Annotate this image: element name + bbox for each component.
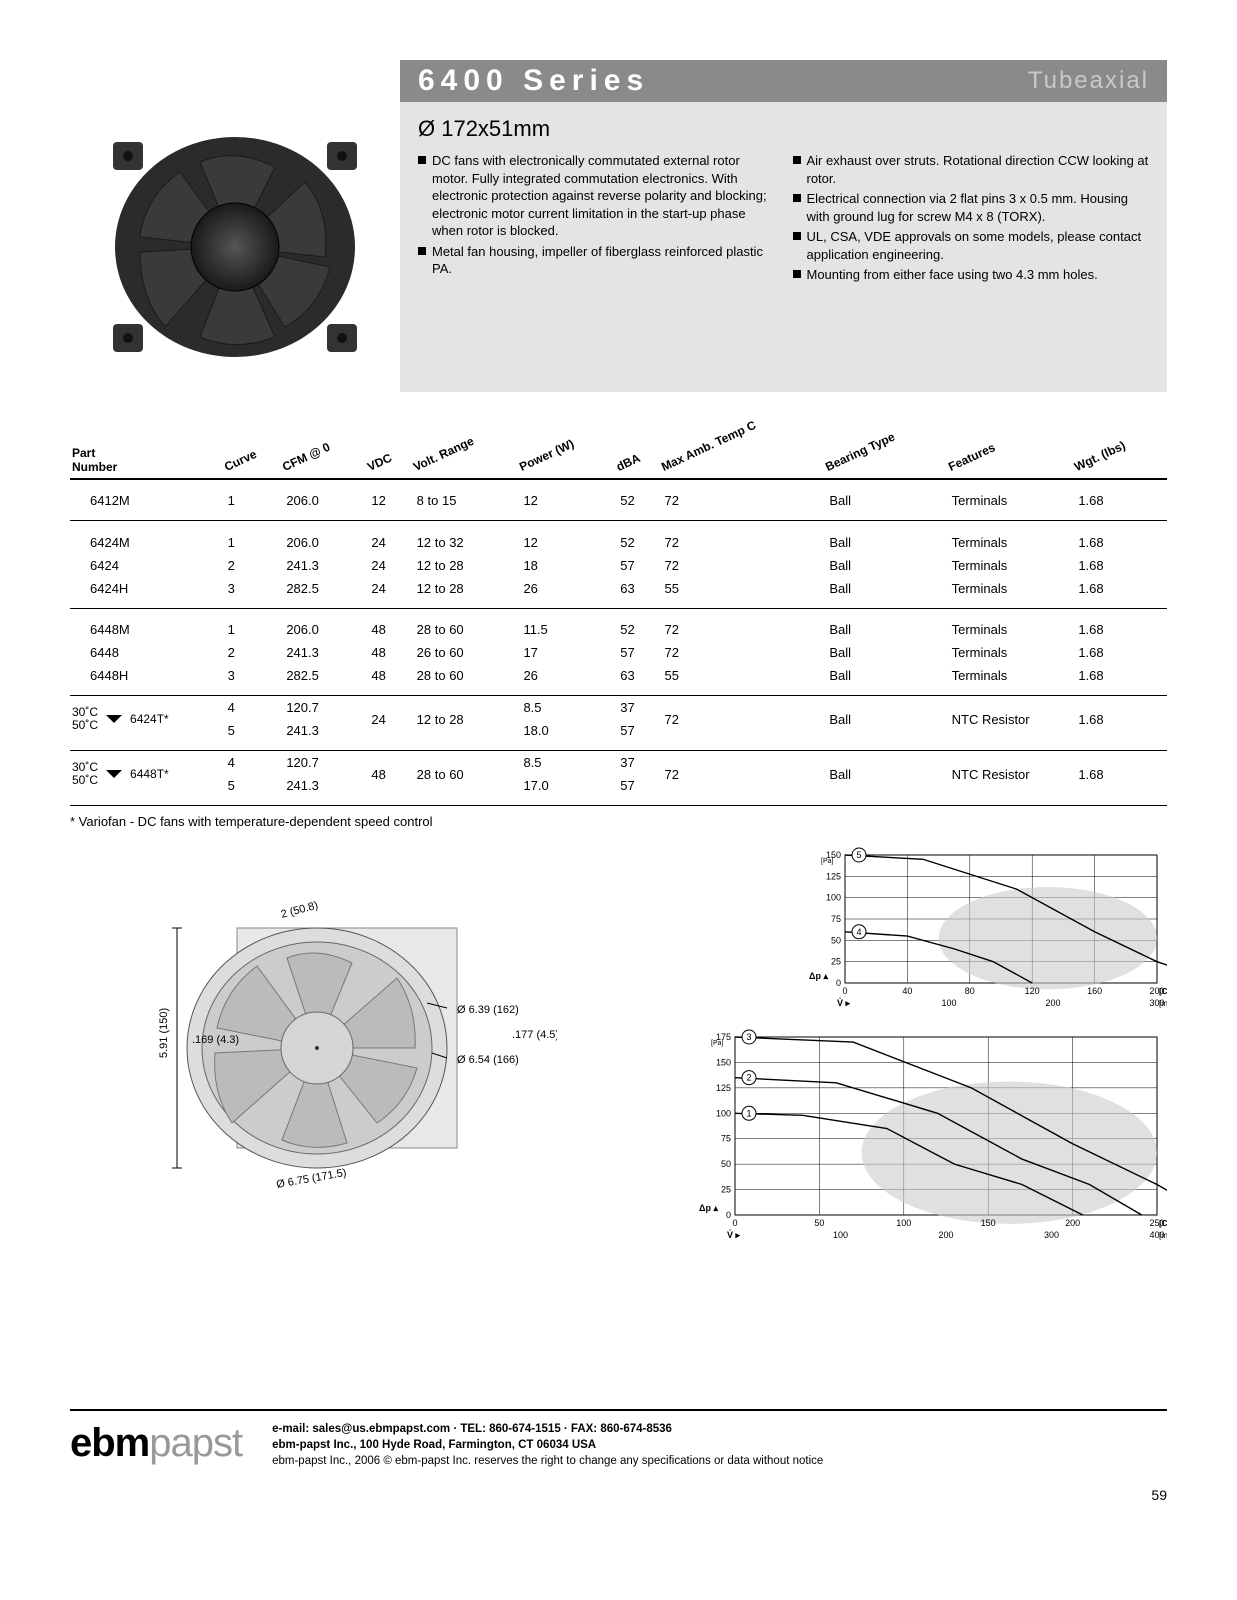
dim-d2: Ø 6.54 (166)	[457, 1054, 519, 1066]
col-header: VDC	[369, 442, 414, 479]
svg-text:200: 200	[938, 1230, 953, 1240]
svg-text:0: 0	[726, 1210, 731, 1220]
svg-text:150: 150	[981, 1218, 996, 1228]
svg-text:50: 50	[831, 935, 841, 945]
series-title: 6400 Series	[418, 64, 1028, 98]
table-row: 6412M1206.0128 to 15125272BallTerminals1…	[70, 489, 1167, 512]
svg-text:50: 50	[721, 1159, 731, 1169]
bullet-item: Metal fan housing, impeller of fiberglas…	[418, 243, 775, 278]
table-row: 30˚C50˚C6448T*4120.74828 to 608.53772Bal…	[70, 751, 1167, 775]
table-row: 6424H3282.52412 to 28266355BallTerminals…	[70, 577, 1167, 600]
svg-text:200: 200	[1045, 998, 1060, 1008]
col-header: Max Amb. Temp C	[663, 442, 828, 479]
dim-a: .177 (4.5)	[512, 1029, 557, 1041]
svg-text:40: 40	[902, 986, 912, 996]
bullet-item: Mounting from either face using two 4.3 …	[793, 266, 1150, 284]
svg-text:Δp ▴: Δp ▴	[809, 971, 828, 981]
svg-text:0: 0	[842, 986, 847, 996]
svg-text:100: 100	[896, 1218, 911, 1228]
svg-text:[CFM]: [CFM]	[1159, 987, 1167, 996]
svg-text:160: 160	[1087, 986, 1102, 996]
svg-text:[m³/h]: [m³/h]	[1159, 999, 1167, 1008]
col-header: Wgt. (lbs)	[1076, 442, 1167, 479]
col-header: Bearing Type	[827, 442, 949, 479]
dim-h: 5.91 (150)	[158, 1008, 170, 1058]
table-row: 64242241.32412 to 28185772BallTerminals1…	[70, 554, 1167, 577]
dim-d1: Ø 6.39 (162)	[457, 1004, 519, 1016]
bullet-item: Electrical connection via 2 flat pins 3 …	[793, 190, 1150, 225]
svg-text:100: 100	[826, 893, 841, 903]
svg-text:5: 5	[856, 850, 861, 860]
description-panel: Ø 172x51mm DC fans with electronically c…	[400, 102, 1167, 392]
svg-text:[m³/h]: [m³/h]	[1159, 1231, 1167, 1240]
col-header: Power (W)	[521, 442, 618, 479]
footer-copyright: ebm-papst Inc., 2006 © ebm-papst Inc. re…	[272, 1453, 823, 1469]
svg-text:100: 100	[833, 1230, 848, 1240]
dim-w: 2 (50.8)	[279, 899, 319, 920]
svg-text:V̇ ▸: V̇ ▸	[837, 998, 851, 1008]
svg-text:50: 50	[814, 1218, 824, 1228]
svg-text:100: 100	[716, 1108, 731, 1118]
svg-text:0: 0	[836, 978, 841, 988]
col-header: dBA	[618, 442, 662, 479]
col-header: CFM @ 0	[284, 442, 369, 479]
svg-text:125: 125	[716, 1083, 731, 1093]
svg-text:150: 150	[716, 1057, 731, 1067]
footer-address: ebm-papst Inc., 100 Hyde Road, Farmingto…	[272, 1437, 823, 1453]
spec-table: PartNumberCurveCFM @ 0VDCVolt. RangePowe…	[70, 442, 1167, 806]
svg-text:200: 200	[1065, 1218, 1080, 1228]
svg-text:100: 100	[941, 998, 956, 1008]
svg-text:3: 3	[746, 1032, 751, 1042]
svg-text:120: 120	[1025, 986, 1040, 996]
svg-text:4: 4	[856, 927, 861, 937]
col-header: Curve	[226, 442, 285, 479]
svg-text:[CFM]: [CFM]	[1159, 1219, 1167, 1228]
brand-logo: ebmpapst	[70, 1421, 242, 1466]
table-row: 6424M1206.02412 to 32125272BallTerminals…	[70, 531, 1167, 554]
svg-text:25: 25	[831, 957, 841, 967]
svg-text:V̇ ▸: V̇ ▸	[727, 1230, 741, 1240]
bullet-item: UL, CSA, VDE approvals on some models, p…	[793, 228, 1150, 263]
table-row: 64482241.34826 to 60175772BallTerminals1…	[70, 641, 1167, 664]
bullet-item: Air exhaust over struts. Rotational dire…	[793, 152, 1150, 187]
header-band: 6400 Series Tubeaxial	[400, 60, 1167, 102]
footer: ebmpapst e-mail: sales@us.ebmpapst.com ·…	[70, 1409, 1167, 1469]
series-subtitle: Tubeaxial	[1028, 67, 1149, 95]
svg-text:80: 80	[965, 986, 975, 996]
svg-text:75: 75	[831, 914, 841, 924]
footnote: * Variofan - DC fans with temperature-de…	[70, 814, 1167, 829]
svg-text:1: 1	[746, 1108, 751, 1118]
svg-text:75: 75	[721, 1134, 731, 1144]
footer-contact: e-mail: sales@us.ebmpapst.com · TEL: 860…	[272, 1421, 823, 1437]
svg-text:[Pa]: [Pa]	[821, 858, 834, 865]
col-header: PartNumber	[70, 442, 226, 479]
perf-chart-large: 1230255075100125150175050100150200250[CF…	[687, 1029, 1167, 1249]
svg-text:0: 0	[732, 1218, 737, 1228]
svg-text:[Pa]: [Pa]	[711, 1040, 724, 1047]
col-header: Features	[950, 442, 1077, 479]
col-header: Volt. Range	[415, 442, 522, 479]
dimensional-drawing: 5.91 (150) 2 (50.8) .169 (4.3) Ø 6.39 (1…	[70, 847, 604, 1249]
table-row: 6448H3282.54828 to 60266355BallTerminals…	[70, 664, 1167, 687]
dim-hole: .169 (4.3)	[192, 1034, 239, 1046]
svg-text:2: 2	[746, 1073, 751, 1083]
svg-text:125: 125	[826, 871, 841, 881]
svg-text:300: 300	[1044, 1230, 1059, 1240]
perf-chart-small: 45025507510012515004080120160200[CFM]100…	[797, 847, 1167, 1017]
table-row: 30˚C50˚C6424T*4120.72412 to 288.53772Bal…	[70, 696, 1167, 720]
dimension-title: Ø 172x51mm	[418, 116, 1149, 142]
fan-photo	[70, 102, 400, 392]
bullet-item: DC fans with electronically commutated e…	[418, 152, 775, 240]
page-number: 59	[70, 1487, 1167, 1503]
svg-text:Δp ▴: Δp ▴	[699, 1203, 718, 1213]
dim-d3: Ø 6.75 (171.5)	[275, 1167, 347, 1191]
table-row: 6448M1206.04828 to 6011.55272BallTermina…	[70, 618, 1167, 641]
svg-text:25: 25	[721, 1185, 731, 1195]
